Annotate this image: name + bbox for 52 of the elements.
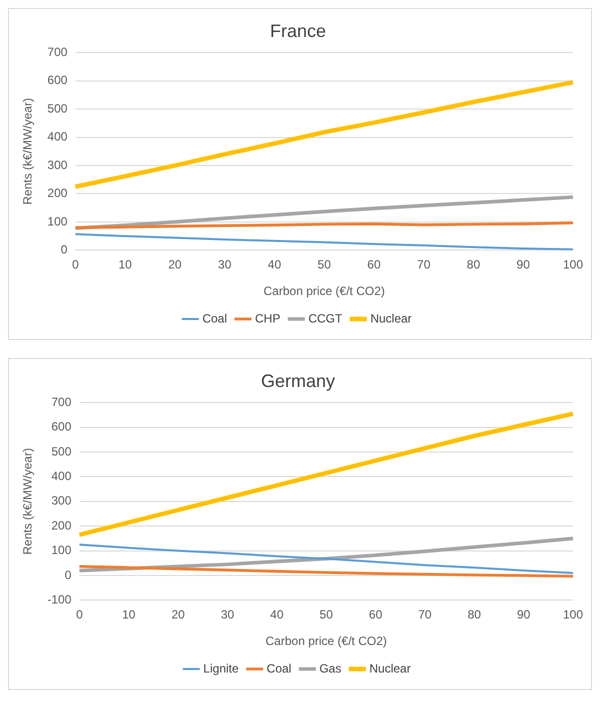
x-tick-label: 70 [418, 608, 432, 622]
x-tick-label: 10 [118, 258, 132, 272]
legend-label: Nuclear [370, 311, 412, 326]
y-tick-label: 200 [51, 518, 72, 532]
y-tick-label: 200 [47, 186, 68, 200]
y-tick-label: 0 [60, 242, 68, 257]
y-tick-label: 300 [51, 494, 72, 508]
x-tick-label: 70 [417, 258, 431, 272]
legend-label: Lignite [203, 661, 239, 676]
x-tick-label: 80 [468, 608, 482, 622]
legend-label: Gas [319, 661, 342, 676]
y-tick-label: 600 [47, 73, 68, 88]
x-tick-label: 90 [516, 258, 530, 272]
legend-label: CCGT [308, 311, 343, 326]
x-tick-label: 30 [220, 608, 234, 622]
legend-label: CHP [255, 311, 280, 326]
y-tick-label: 100 [51, 543, 72, 558]
x-tick-label: 40 [270, 608, 284, 622]
y-axis-title: Rents (k€/MW/year) [20, 98, 35, 205]
x-tick-label: 80 [466, 258, 480, 272]
x-tick-label: 100 [562, 258, 584, 272]
y-tick-label: 500 [51, 444, 72, 458]
y-tick-label: 500 [47, 101, 68, 116]
y-tick-label: 700 [51, 394, 72, 409]
x-tick-label: 40 [268, 258, 282, 272]
y-tick-label: -100 [47, 592, 72, 607]
x-tick-label: 10 [122, 608, 136, 622]
chart-title: France [270, 20, 326, 41]
chart-title: Germany [260, 370, 336, 391]
x-tick-label: 20 [171, 608, 186, 622]
x-tick-label: 0 [76, 608, 84, 622]
x-tick-label: 90 [516, 608, 531, 622]
x-tick-label: 60 [367, 258, 381, 272]
x-tick-label: 100 [562, 608, 584, 622]
y-tick-label: 0 [64, 568, 72, 582]
x-tick-label: 50 [318, 258, 332, 272]
x-axis-title: Carbon price (€/t CO2) [266, 634, 387, 648]
x-tick-label: 60 [368, 608, 383, 622]
legend-label: Coal [202, 311, 228, 326]
x-tick-label: 20 [168, 258, 182, 272]
y-tick-label: 300 [47, 158, 68, 172]
x-tick-label: 30 [218, 258, 232, 272]
legend-label: Coal [266, 661, 292, 676]
y-tick-label: 600 [51, 420, 72, 434]
y-tick-label: 700 [47, 44, 68, 59]
y-tick-label: 100 [47, 214, 68, 228]
y-tick-label: 400 [51, 469, 72, 484]
y-axis-title: Rents (k€/MW/year) [20, 448, 35, 555]
legend-label: Nuclear [369, 661, 411, 676]
y-tick-label: 400 [47, 130, 68, 144]
x-tick-label: 50 [320, 608, 334, 622]
x-axis-title: Carbon price (€/t CO2) [264, 284, 385, 298]
